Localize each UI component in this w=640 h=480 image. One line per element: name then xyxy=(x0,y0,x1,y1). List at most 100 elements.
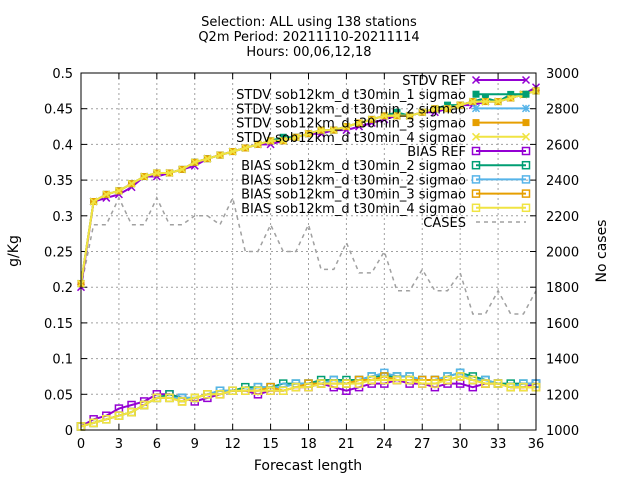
data-point xyxy=(329,126,338,135)
data-point xyxy=(228,386,237,395)
legend-entry-8: BIAS sob12km_d t30min_3 sigmao xyxy=(241,188,531,203)
data-point xyxy=(392,111,402,120)
data-point xyxy=(165,168,174,177)
legend-marker xyxy=(521,132,531,141)
chart-title-line-1: Selection: ALL using 138 stations xyxy=(201,15,417,30)
legend-marker xyxy=(521,75,531,85)
y2-tick-label: 2200 xyxy=(546,210,579,225)
x-tick-label: 0 xyxy=(77,437,85,452)
legend-entry-3: STDV sob12km_d t30min_3 sigmao xyxy=(236,117,530,132)
data-point xyxy=(392,375,402,385)
data-point xyxy=(127,407,136,417)
data-point xyxy=(266,386,275,395)
legend-label: STDV sob12km_d t30min_1 sigmao xyxy=(236,88,466,103)
data-point xyxy=(152,168,161,177)
legend-label: BIAS sob12km_d t30min_2 sigmao xyxy=(241,159,466,174)
data-point xyxy=(139,400,149,410)
x-tick-label: 33 xyxy=(490,437,507,452)
data-point xyxy=(140,172,149,181)
data-point xyxy=(253,386,263,395)
data-point xyxy=(203,154,212,163)
data-point xyxy=(190,158,199,167)
data-point xyxy=(443,375,452,385)
legend-marker xyxy=(521,160,531,170)
data-point xyxy=(253,140,262,149)
data-point xyxy=(278,386,288,395)
legend-entry-2: STDV sob12km_d t30min_2 sigmao xyxy=(236,102,531,117)
data-point xyxy=(342,122,351,131)
y2-tick-label: 1000 xyxy=(546,424,579,439)
data-point xyxy=(228,147,237,156)
data-point xyxy=(481,97,490,106)
y-tick-label: 0.4 xyxy=(52,138,73,153)
x-tick-label: 6 xyxy=(153,437,161,452)
legend-marker xyxy=(521,175,531,184)
series-layer xyxy=(76,83,541,431)
axis-ticks: 0 3 6 9 12 15 18 21 24 27 30 33 3600.050.10.150.20.2… xyxy=(44,67,579,452)
legend-marker xyxy=(521,104,531,113)
legend-label: BIAS REF xyxy=(407,145,466,160)
legend-marker xyxy=(521,189,531,198)
legend-marker xyxy=(472,119,480,127)
legend-label: STDV sob12km_d t30min_2 sigmao xyxy=(236,102,466,117)
data-point xyxy=(468,97,477,106)
data-point xyxy=(443,104,452,113)
legend-entry-10: CASES xyxy=(423,216,526,231)
data-point xyxy=(355,118,364,128)
y2-tick-label: 3000 xyxy=(546,67,579,82)
y-tick-label: 0.1 xyxy=(52,353,73,368)
data-point xyxy=(329,379,339,388)
y2-tick-label: 1400 xyxy=(546,353,579,368)
data-point xyxy=(456,101,465,110)
data-point xyxy=(152,393,162,403)
series-9 xyxy=(76,372,541,431)
data-point xyxy=(241,386,250,395)
data-point xyxy=(266,136,275,145)
data-point xyxy=(304,382,313,392)
x-tick-label: 24 xyxy=(376,437,393,452)
data-point xyxy=(279,136,288,145)
data-point xyxy=(367,375,376,385)
legend-label: STDV sob12km_d t30min_4 sigmao xyxy=(236,131,466,146)
data-point xyxy=(342,379,351,388)
x-tick-label: 18 xyxy=(300,437,317,452)
y2-tick-label: 1200 xyxy=(546,388,579,403)
y2-tick-label: 1800 xyxy=(546,281,579,296)
data-point xyxy=(444,101,452,109)
legend-entry-9: BIAS sob12km_d t30min_4 sigmao xyxy=(241,202,531,217)
y2-tick-label: 1600 xyxy=(546,317,579,332)
legend-label: STDV REF xyxy=(402,74,466,89)
chart-title-line-2: Q2m Period: 20211110-20211114 xyxy=(198,30,419,45)
data-point xyxy=(481,379,490,388)
data-point xyxy=(89,197,98,206)
data-point xyxy=(430,104,439,113)
data-point xyxy=(291,133,300,142)
data-point xyxy=(493,379,503,388)
x-tick-label: 36 xyxy=(528,437,545,452)
x-tick-label: 15 xyxy=(262,437,279,452)
legend-entry-7: BIAS sob12km_d t30min_2 sigmao xyxy=(241,173,531,188)
y-tick-label: 0.15 xyxy=(44,317,73,332)
data-point xyxy=(506,382,515,392)
series-10 xyxy=(80,195,537,315)
data-point xyxy=(519,382,528,392)
y2-tick-label: 2600 xyxy=(546,138,579,153)
y2-tick-label: 2000 xyxy=(546,246,579,261)
data-point xyxy=(405,375,414,385)
y-tick-label: 0.2 xyxy=(52,281,73,296)
x-tick-label: 21 xyxy=(338,437,355,452)
y-tick-label: 0.35 xyxy=(44,174,73,189)
series-line xyxy=(80,195,537,315)
data-point xyxy=(367,115,376,124)
data-point xyxy=(190,393,199,403)
data-point xyxy=(203,390,212,399)
data-point xyxy=(380,375,389,385)
data-point xyxy=(481,94,489,102)
x-tick-label: 9 xyxy=(191,437,199,452)
x-tick-label: 12 xyxy=(224,437,241,452)
y-tick-label: 0.45 xyxy=(44,103,73,118)
y-tick-label: 0.05 xyxy=(44,388,73,403)
legend-marker xyxy=(471,75,481,85)
data-point xyxy=(215,151,225,160)
